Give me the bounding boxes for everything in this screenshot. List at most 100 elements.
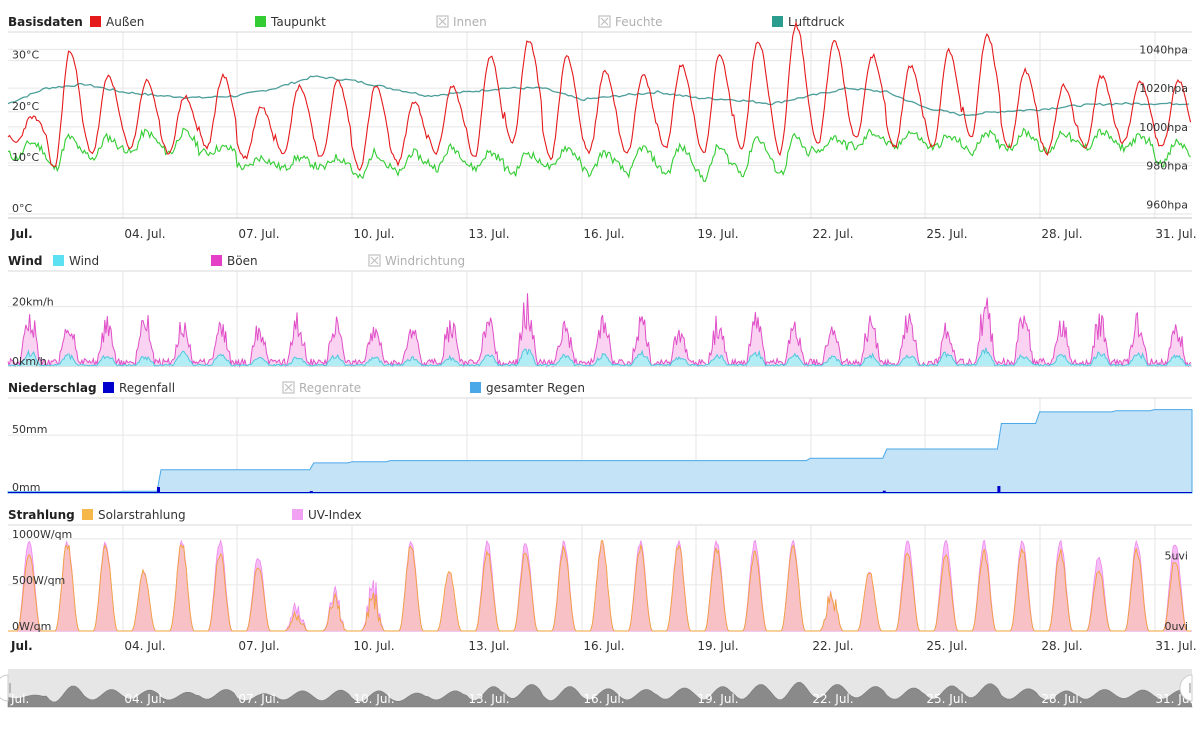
panel-strahlung: Strahlung Solarstrahlung UV-Index 0W/qm 50… xyxy=(8,508,1192,633)
navigator-tick-label: 19. Jul. xyxy=(697,692,738,706)
wind-plot-area xyxy=(7,293,1192,368)
x-tick-label: 31. Jul. xyxy=(1155,639,1196,653)
legend-label: gesamter Regen xyxy=(486,381,585,395)
y-tick-label-solar: 0W/qm xyxy=(12,620,51,633)
legend-item-regenfall[interactable]: Regenfall xyxy=(103,381,175,395)
legend-item-innen[interactable]: Innen xyxy=(436,15,487,29)
series-line-solarstrahlung xyxy=(8,540,1191,632)
navigator-tick-label: 25. Jul. xyxy=(926,692,967,706)
legend-swatch xyxy=(292,509,303,520)
legend-label: Feuchte xyxy=(615,15,663,29)
x-tick-label: 07. Jul. xyxy=(238,227,279,241)
x-tick-label: 19. Jul. xyxy=(697,227,738,241)
series-line-aussen xyxy=(7,20,1192,172)
basisdaten-y-axis: 0°C 10°C 20°C 30°C 960hpa 980hpa 1000hpa 1020hp… xyxy=(12,43,1188,215)
legend-swatch-cross xyxy=(600,17,609,26)
wind-title: Wind xyxy=(8,254,42,268)
legend-item-regenrate[interactable]: Regenrate xyxy=(282,381,361,395)
legend-label: Solarstrahlung xyxy=(98,508,186,522)
navigator-tick-label: 10. Jul. xyxy=(353,692,394,706)
legend-swatch xyxy=(82,509,93,520)
x-tick-label: 13. Jul. xyxy=(468,227,509,241)
wind-legend: Wind Böen Windrichtung xyxy=(53,254,465,268)
legend-swatch-cross xyxy=(438,17,447,26)
x-tick-label: 31. Jul. xyxy=(1155,227,1196,241)
navigator-area xyxy=(7,682,1193,708)
legend-label: Regenrate xyxy=(299,381,361,395)
series-line-wind xyxy=(7,347,1191,367)
legend-swatch xyxy=(470,382,481,393)
series-line-boeen xyxy=(7,293,1192,368)
y-tick-label-solar: 500W/qm xyxy=(12,574,65,587)
x-tick-label: 04. Jul. xyxy=(124,639,165,653)
legend-item-taupunkt[interactable]: Taupunkt xyxy=(255,15,326,29)
navigator[interactable]: Jul. 04. Jul. 07. Jul. 10. Jul. 13. Jul. 16. … xyxy=(0,669,1197,708)
legend-item-uv-index[interactable]: UV-Index xyxy=(292,508,362,522)
y-tick-label-rain: 50mm xyxy=(12,423,47,436)
x-tick-label: 10. Jul. xyxy=(353,227,394,241)
y-tick-label-wind: 0km/h xyxy=(12,355,47,368)
legend-swatch-cross xyxy=(370,256,379,265)
legend-label: Wind xyxy=(69,254,99,268)
strahlung-plot-area xyxy=(8,539,1192,632)
bar-regenfall xyxy=(882,490,886,493)
basisdaten-legend: Außen Taupunkt Innen Feuchte Luftdruck xyxy=(90,15,845,29)
legend-item-außen[interactable]: Außen xyxy=(90,15,144,29)
navigator-tick-label: 07. Jul. xyxy=(238,692,279,706)
navigator-series xyxy=(7,682,1193,708)
legend-swatch xyxy=(211,255,222,266)
x-tick-label: 22. Jul. xyxy=(812,639,853,653)
legend-swatch xyxy=(772,16,783,27)
legend-swatch-cross xyxy=(284,383,293,392)
x-tick-label: 16. Jul. xyxy=(583,639,624,653)
x-tick-label: 28. Jul. xyxy=(1041,639,1082,653)
y-tick-label-pressure: 980hpa xyxy=(1146,160,1188,173)
navigator-right-handle[interactable] xyxy=(1179,674,1193,702)
legend-label: Windrichtung xyxy=(385,254,465,268)
legend-item-wind[interactable]: Wind xyxy=(53,254,99,268)
navigator-left-handle[interactable] xyxy=(0,674,11,702)
legend-item-feuchte[interactable]: Feuchte xyxy=(598,15,663,29)
x-tick-label: 28. Jul. xyxy=(1041,227,1082,241)
navigator-tick-label: 28. Jul. xyxy=(1041,692,1082,706)
legend-swatch xyxy=(103,382,114,393)
x-tick-label: 25. Jul. xyxy=(926,227,967,241)
legend-item-böen[interactable]: Böen xyxy=(211,254,258,268)
x-tick-label: 07. Jul. xyxy=(238,639,279,653)
legend-item-windrichtung[interactable]: Windrichtung xyxy=(368,254,465,268)
y-tick-label-temperature: 10°C xyxy=(12,151,39,164)
legend-label: Regenfall xyxy=(119,381,175,395)
niederschlag-legend: Regenfall Regenrate gesamter Regen xyxy=(103,381,585,395)
basisdaten-title: Basisdaten xyxy=(8,15,83,29)
navigator-tick-label: 16. Jul. xyxy=(583,692,624,706)
legend-item-gesamter-regen[interactable]: gesamter Regen xyxy=(470,381,585,395)
x-tick-label: 04. Jul. xyxy=(124,227,165,241)
x-tick-label: Jul. xyxy=(10,639,33,653)
legend-item-luftdruck[interactable]: Luftdruck xyxy=(772,15,845,29)
strahlung-title: Strahlung xyxy=(8,508,75,522)
strahlung-y-axis: 0W/qm 500W/qm 1000W/qm 0uvi 5uvi xyxy=(12,528,1188,633)
y-tick-label-uv: 0uvi xyxy=(1164,620,1188,633)
legend-label: Innen xyxy=(453,15,487,29)
series-area-solarstrahlung xyxy=(8,540,1192,631)
series-line-taupunkt xyxy=(7,127,1191,183)
bar-regenfall xyxy=(997,486,1001,493)
x-axis-bottom: Jul. 04. Jul. 07. Jul. 10. Jul. 13. Jul. 16. … xyxy=(10,639,1197,653)
niederschlag-y-axis: 0mm 50mm xyxy=(12,423,47,494)
x-tick-label: 22. Jul. xyxy=(812,227,853,241)
legend-label: Außen xyxy=(106,15,144,29)
navigator-tick-label: Jul. xyxy=(10,692,29,706)
panel-niederschlag: Niederschlag Regenfall Regenrate gesamter … xyxy=(7,381,1193,494)
y-tick-label-uv: 5uvi xyxy=(1164,549,1188,562)
x-tick-label: 16. Jul. xyxy=(583,227,624,241)
x-tick-label: 10. Jul. xyxy=(353,639,394,653)
navigator-tick-label: 04. Jul. xyxy=(124,692,165,706)
y-tick-label-temperature: 0°C xyxy=(12,202,32,215)
x-tick-label: 19. Jul. xyxy=(697,639,738,653)
y-tick-label-solar: 1000W/qm xyxy=(12,528,72,541)
navigator-tick-label: 13. Jul. xyxy=(468,692,509,706)
y-tick-label-pressure: 1020hpa xyxy=(1139,82,1188,95)
legend-item-solarstrahlung[interactable]: Solarstrahlung xyxy=(82,508,186,522)
